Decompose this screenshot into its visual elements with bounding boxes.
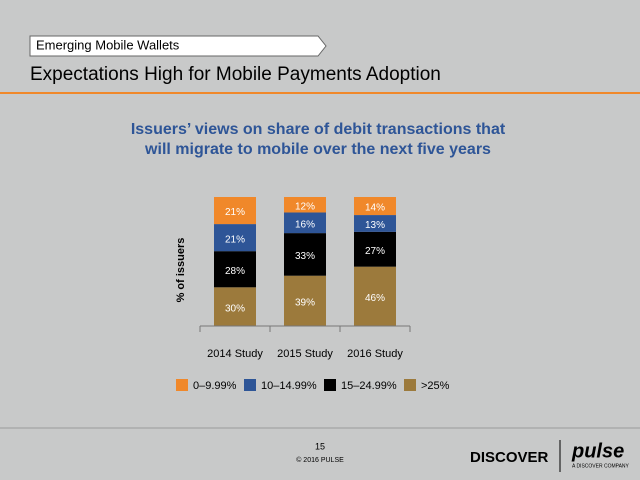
chart-title: will migrate to mobile over the next fiv…	[144, 141, 491, 158]
page-number: 15	[315, 441, 325, 451]
section-tag	[29, 35, 327, 57]
value-label: 12%	[295, 201, 315, 212]
legend-label: 0–9.99%	[193, 380, 237, 392]
x-tick-label: 2015 Study	[277, 348, 333, 360]
chart-title: Issuers’ views on share of debit transac…	[131, 121, 506, 138]
legend-label: >25%	[421, 380, 450, 392]
pulse-tagline: A DISCOVER COMPANY	[572, 463, 630, 469]
value-label: 21%	[225, 234, 245, 245]
value-label: 33%	[295, 251, 315, 262]
legend-swatch	[404, 379, 416, 391]
bar-segment	[284, 197, 326, 213]
value-label: 30%	[225, 303, 245, 314]
bar-segment	[284, 275, 326, 326]
bar-segment	[354, 215, 396, 232]
value-label: 16%	[295, 219, 315, 230]
legend-swatch	[324, 379, 336, 391]
value-label: 21%	[225, 207, 245, 218]
value-label: 13%	[365, 220, 385, 231]
bar-segment	[214, 287, 256, 326]
x-tick-label: 2014 Study	[207, 348, 263, 360]
discover-logo: DISCOVER	[470, 449, 549, 466]
legend-swatch	[244, 379, 256, 391]
section-label: Emerging Mobile Wallets	[36, 37, 180, 52]
value-label: 14%	[365, 203, 385, 214]
bar-segment	[354, 266, 396, 326]
value-label: 46%	[365, 293, 385, 304]
legend-label: 10–14.99%	[261, 380, 317, 392]
legend-swatch	[176, 379, 188, 391]
x-tick-label: 2016 Study	[347, 348, 403, 360]
copyright: © 2016 PULSE	[296, 456, 344, 464]
bar-segment	[214, 251, 256, 288]
bar-segment	[284, 233, 326, 276]
bar-segment	[214, 197, 256, 225]
bar-segment	[214, 224, 256, 252]
legend-label: 15–24.99%	[341, 380, 397, 392]
bar-segment	[354, 231, 396, 267]
bar-segment	[354, 197, 396, 216]
bar-segment	[284, 212, 326, 234]
pulse-logo: pulse	[571, 440, 624, 462]
value-label: 27%	[365, 246, 385, 257]
slide-title: Expectations High for Mobile Payments Ad…	[30, 64, 441, 85]
y-axis-label: % of issuers	[175, 238, 187, 303]
value-label: 28%	[225, 266, 245, 277]
value-label: 39%	[295, 297, 315, 308]
